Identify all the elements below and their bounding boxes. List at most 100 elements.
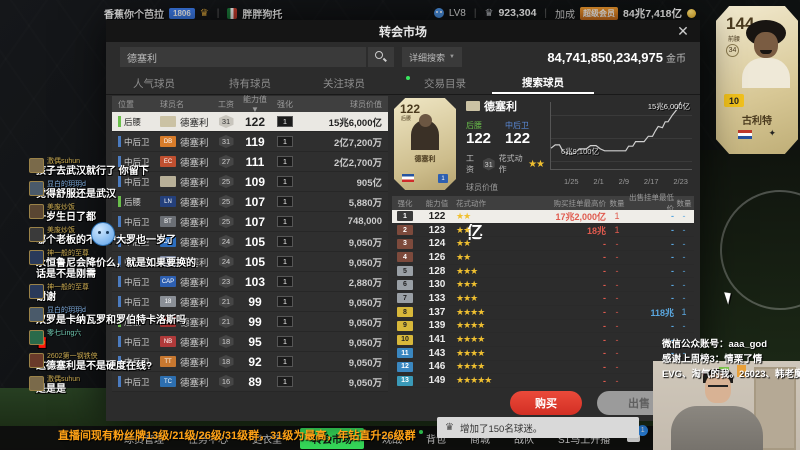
tab-watched-players[interactable]: 关注球员 [323,77,365,90]
nav-spectate[interactable]: 观战 [382,434,402,446]
sell-min-price: - [671,238,674,249]
enhance-row[interactable]: 5 128 ★★★ - - - - [392,265,694,279]
chat-text: 谢谢 [36,292,56,303]
table-row[interactable]: 中后卫 德塞利 25 109 1 905亿 [112,172,388,192]
table-row[interactable]: 中后卫 CAP 德塞利 23 103 1 2,880万 [112,272,388,292]
enh-ovr: 128 [428,265,446,277]
enhance-row[interactable]: 8 137 ★★★★ - - 118兆 1 [392,306,694,320]
table-row[interactable]: 中后卫 18 德塞利 21 99 1 9,050万 [112,292,388,312]
enh-ovr: 122 [428,210,446,222]
enhance-row[interactable]: 12 146 ★★★★ - - - - [392,361,694,375]
table-row[interactable]: 后腰 LN 德塞利 25 107 1 5,880万 [112,192,388,212]
search-button[interactable] [368,47,394,67]
search-input[interactable] [120,47,366,67]
side-card-logo: ✦ [768,128,776,138]
enhance-cell: 1 [272,116,298,127]
chart-plot-area: 15兆6,000亿 6兆9,100亿 [550,101,692,170]
webcam-feed [653,361,800,450]
enhance-row[interactable]: 10 141 ★★★★ - - - - [392,333,694,347]
season-badge-icon: DO [160,236,176,247]
skill-stars: ★★ [528,158,545,170]
enhance-row[interactable]: 1 122 ★★ 17兆2,000亿 1 - - [392,210,694,224]
enh-level-cell: 4 [392,252,418,263]
chat-message: 神一般的至尊 永恒鲁尼会降价么，就是如果要换的话是不是刚需 [0,248,220,282]
chart-x-tick: 2/23 [673,177,688,186]
table-row[interactable]: 中后卫 BT 德塞利 25 107 1 748,000 [112,212,388,232]
nav-locker-room[interactable]: 更衣室 [252,434,282,446]
tab-trade-list[interactable]: 交易目录 [398,72,492,94]
wage-cell: 21 [214,295,238,308]
detail-search-dropdown[interactable]: 详细搜索 ▼ [402,47,462,67]
chat-avatar [29,158,44,173]
chat-text: 孩子去武汉就行了 你留下 [36,166,149,177]
buy-qty: - [615,266,619,277]
position-cell: 后腰 [118,116,160,128]
enhance-row[interactable]: 3 124 ★★ - - - - [392,237,694,252]
col-ovr-sort[interactable]: 能力值 ▼ [243,95,267,114]
table-row[interactable]: 中后卫 DO 德塞利 24 105 1 9,050万 [112,232,388,252]
enhance-row[interactable]: 2 123 ★★ 18兆 1 - - [392,224,694,238]
enhance-row[interactable]: 13 149 ★★★★★ - - - - [392,374,694,388]
tab-owned-players[interactable]: 持有球员 [229,77,271,90]
trophy-icon: ♛ [484,7,494,19]
chevron-down-icon: ▼ [449,54,455,60]
table-row[interactable]: 中后卫 TC 德塞利 16 89 1 9,050万 [112,372,388,392]
wage-hex-badge: 25 [218,215,234,228]
chat-message: 显白的玥玥d 双罗是卡纳瓦罗和罗伯特卡洛斯吗 [0,305,220,328]
player-value: 9,050万 [348,377,382,389]
enh-stars: ★★★★ [456,334,485,345]
tab-search-players[interactable]: 搜索球员 [492,72,594,94]
buy-max-price: - [603,320,606,331]
table-row[interactable]: 后腰 德塞利 31 122 1 15兆6,000亿 [112,112,388,132]
col-enhance: 强化 [277,99,293,109]
table-row[interactable]: 中后卫 DB 德塞利 31 119 1 2亿7,200万 [112,132,388,152]
price-history-chart: 15兆6,000亿 6兆9,100亿 1/25 2/1 2/9 2/17 2/23 [544,100,694,190]
season-badge-icon: 18 [160,296,176,307]
position-cell: 中后卫 [118,156,160,168]
col-enh-level: 强化 [397,198,413,208]
tab-popular-players[interactable]: 人气球员 [133,77,175,90]
enhance-row[interactable]: 6 130 ★★★ - - - - [392,278,694,293]
webcam-poster [737,365,746,377]
position-color-bar [118,276,121,287]
value-label: 球员价值 [466,183,498,192]
price-chart-line [550,101,682,155]
table-row[interactable]: 后腰 MC 德塞利 21 99 1 9,050万 [112,312,388,332]
nav-backpack[interactable]: 背包 [414,428,458,449]
season-badge-icon: EB [160,256,176,267]
nav-shop[interactable]: 商城 [470,434,490,446]
enhance-row[interactable]: 7 133 ★★★ - - - - [392,292,694,306]
wage-cell: 24 [214,255,238,268]
enh-level-cell: 10 [392,334,418,345]
enhance-row[interactable]: 4 126 ★★ - - - - [392,251,694,265]
chat-username: 2602第一钢铁侠 [47,353,98,360]
position-color-bar [118,196,121,207]
divider: | [544,7,548,19]
enhance-row[interactable]: 9 139 ★★★★ - - - - [392,320,694,334]
position-1: 后腰 122 [466,120,491,147]
enh-level-badge: 1 [397,211,413,222]
table-row[interactable]: 中后卫 NB 德塞利 18 95 1 9,050万 [112,332,388,352]
sell-qty: - [682,211,686,222]
close-icon[interactable]: ✕ [677,23,689,39]
chat-text: 觉得舒服还是武汉 [36,189,116,200]
nav-go-live[interactable]: S1马上开播 [558,434,611,446]
sell-min-price: - [671,334,674,345]
enhance-level-chip: 1 [277,276,293,287]
nav-transfer-market[interactable]: 转会市场 [300,427,364,449]
player-name: 德塞利 [180,317,209,329]
enhance-cell: 1 [272,336,298,347]
buy-button[interactable]: 购买 [510,391,582,415]
stream-subtitle: 胖胖狗托 [242,9,283,21]
table-row[interactable]: 中后卫 EC 德塞利 27 111 1 2亿2,700万 [112,152,388,172]
nav-task-center[interactable]: 任务中心 [188,434,228,446]
enhance-row[interactable]: 11 143 ★★★★ - - - - [392,347,694,361]
table-row[interactable]: 中后卫 EB 德塞利 24 105 1 9,050万 [112,252,388,272]
enhance-cell: 1 [272,216,298,227]
table-row[interactable]: 中后卫 TT 德塞利 18 92 1 9,050万 [112,352,388,372]
nation-flag-icon [402,174,414,182]
chat-text: 🧧 [36,338,204,349]
col-sell-qty: 数量 [676,198,692,208]
wage-cell: 25 [214,215,238,228]
nav-player-management[interactable]: 球员管理 [124,434,164,446]
